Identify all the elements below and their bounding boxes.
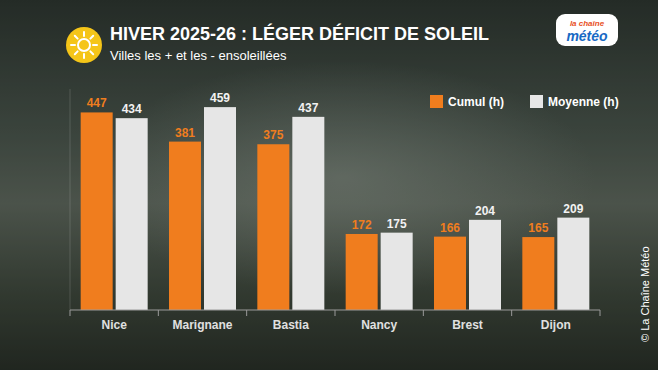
sun-ray xyxy=(90,51,93,54)
sun-ray xyxy=(75,36,78,39)
overlay xyxy=(0,0,658,370)
bar xyxy=(81,112,113,310)
subtitle: Villes les + et les - ensoleillées xyxy=(110,48,287,63)
logo-bottom: météo xyxy=(566,28,608,44)
data-label: 459 xyxy=(210,91,230,105)
bar xyxy=(116,118,148,310)
x-tick-label: Nancy xyxy=(361,318,397,332)
legend: Cumul (h) Moyenne (h) xyxy=(430,95,619,109)
legend-swatch xyxy=(530,95,543,108)
data-label: 172 xyxy=(352,218,372,232)
x-divider xyxy=(70,310,71,316)
data-label: 165 xyxy=(528,221,548,235)
data-label: 209 xyxy=(563,202,583,216)
chart: HIVER 2025-26 : LÉGER DÉFICIT DE SOLEIL V… xyxy=(0,0,658,370)
sun-icon xyxy=(66,27,102,63)
bars xyxy=(81,107,590,310)
y-axis-line xyxy=(70,89,71,310)
data-label: 437 xyxy=(298,101,318,115)
bar xyxy=(469,220,501,310)
legend-label: Cumul (h) xyxy=(448,95,504,109)
bar xyxy=(169,142,201,310)
sun-ray xyxy=(90,36,93,39)
data-label: 375 xyxy=(263,128,283,142)
legend-swatch xyxy=(430,95,443,108)
bar xyxy=(557,218,589,310)
x-divider xyxy=(423,310,424,316)
data-label: 166 xyxy=(440,221,460,235)
source: © La Chaîne Météo xyxy=(639,246,651,342)
x-tick-label: Bastia xyxy=(273,318,309,332)
sun-ray xyxy=(93,44,97,46)
data-label: 204 xyxy=(475,204,495,218)
bar xyxy=(381,233,413,310)
bar xyxy=(257,144,289,310)
x-tick-label: Marignane xyxy=(172,318,232,332)
sun-ray xyxy=(71,44,75,46)
data-label: 434 xyxy=(122,102,142,116)
sun-badge xyxy=(66,27,102,63)
x-tick-label: Brest xyxy=(452,318,483,332)
bar xyxy=(346,234,378,310)
x-divider xyxy=(600,310,601,316)
bar xyxy=(204,107,236,310)
data-label: 175 xyxy=(387,217,407,231)
x-divider xyxy=(511,310,512,316)
data-label: 447 xyxy=(87,96,107,110)
data-labels: 447 434 381 459 375 437 172 175 166 204 165 209 xyxy=(87,91,584,235)
title: HIVER 2025-26 : LÉGER DÉFICIT DE SOLEIL xyxy=(110,23,489,44)
page: {"chart_data": {"type": "bar", "title": … xyxy=(0,0,658,370)
bar xyxy=(292,117,324,310)
logo-top: la chaîne xyxy=(570,19,605,28)
x-tick-label: Nice xyxy=(101,318,127,332)
sun-ray xyxy=(83,32,85,36)
x-divider xyxy=(246,310,247,316)
sun-core xyxy=(78,39,90,51)
x-tick-label: Dijon xyxy=(541,318,571,332)
bar xyxy=(522,237,554,310)
sun-ray xyxy=(83,54,85,58)
logo: la chaînemétéo xyxy=(556,14,618,46)
x-divider xyxy=(335,310,336,316)
x-divider xyxy=(158,310,159,316)
legend-label: Moyenne (h) xyxy=(548,95,619,109)
sun-ray xyxy=(75,51,78,54)
bar xyxy=(434,237,466,310)
data-label: 381 xyxy=(175,126,195,140)
logo-badge xyxy=(556,14,618,46)
